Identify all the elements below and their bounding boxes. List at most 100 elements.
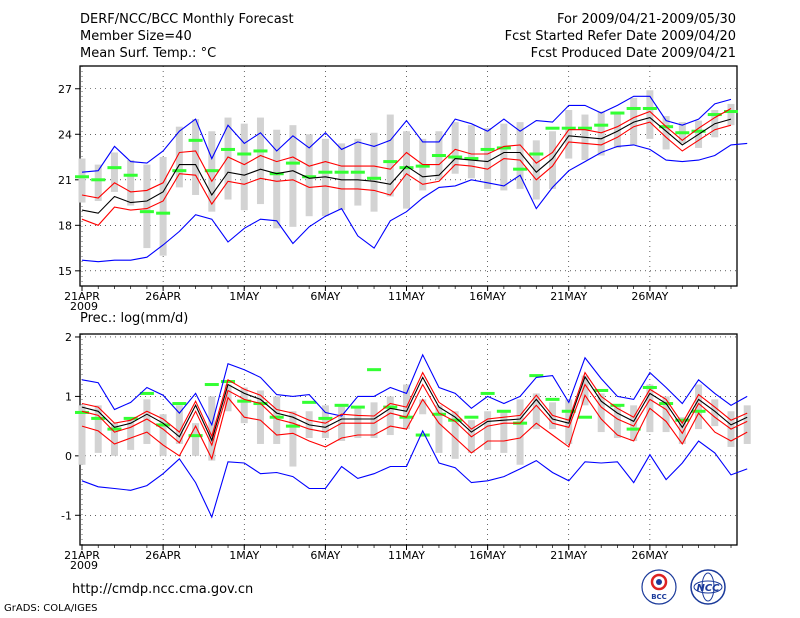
temp-median-mark [172,169,187,173]
prec-median-mark [334,403,349,407]
prec-median-mark [415,433,430,437]
temp-box [516,122,524,189]
temp-median-mark [561,126,576,130]
prec-box [208,396,216,461]
temp-median-mark [75,175,89,179]
prec-box [143,399,151,444]
temp-box [175,126,183,188]
prec-median-mark [577,415,592,419]
prec-median-mark [529,374,544,378]
temp-ytick-label: 24 [58,128,72,141]
prec-box [78,405,86,465]
temp-box [256,117,264,205]
prec-median-mark [561,409,576,413]
temp-box [240,123,248,211]
temp-year-label: 2009 [70,300,98,313]
temp-median-mark [448,155,463,159]
prec-ytick-label: 0 [65,450,72,463]
temp-median-mark [594,123,609,127]
prec-median-mark [318,416,333,420]
temp-median-mark [350,170,365,174]
fcst-produced-date: Fcst Produced Date 2009/04/21 [530,46,736,61]
prec-box [565,399,573,444]
prec-xtick-label: 6MAY [310,549,340,562]
temp-xtick-label: 26APR [145,290,181,303]
prec-median-mark [237,399,252,403]
footer-url[interactable]: http://cmdp.ncc.cma.gov.cn [72,582,254,597]
prec-box [678,417,686,444]
temp-box [386,114,394,197]
prec-median-mark [480,391,495,395]
prec-median-mark [156,423,171,427]
prec-box [159,414,167,456]
temp-median-mark [577,126,592,130]
prec-ytick-label: 1 [65,390,72,403]
prec-box [500,411,508,453]
temp-median-mark [123,173,138,177]
prec-median-mark [626,427,641,431]
prec-xtick-label: 11MAY [388,549,425,562]
prec-box [256,390,264,444]
prec-box [419,399,427,415]
temp-median-mark [513,167,528,171]
temp-xtick-label: 16MAY [469,290,506,303]
temp-median-mark [675,131,690,135]
temp-median-mark [302,175,317,179]
prec-median-mark [350,405,365,409]
prec-box [192,423,200,456]
prec-box [695,384,703,430]
prec-box [370,402,378,439]
prec-median-mark [172,402,187,406]
temp-xtick-label: 11MAY [388,290,425,303]
temp-median-mark [431,154,446,158]
prec-median-mark [269,415,284,419]
temp-box [224,117,232,200]
temp-median-mark [139,210,154,214]
prec-box [662,396,670,433]
prec-series-lowest [81,429,748,519]
chart-title: DERF/NCC/BCC Monthly Forecast [80,12,294,27]
temp-box [630,97,638,145]
prec-median-mark [610,403,625,407]
prec-series-lower [81,383,748,447]
temp-series-lower [81,121,732,226]
temp-median-mark [334,170,349,174]
variable-label: Mean Surf. Temp.: °C [80,46,217,61]
ncc-logo-text: NCC [696,583,720,594]
temp-median-mark [318,170,333,174]
prec-box [743,405,751,444]
prec-median-mark [496,409,511,413]
temp-box [451,122,459,174]
temp-box [338,143,346,211]
temp-box [646,90,654,139]
prec-series-max [81,353,748,427]
temp-median-mark [724,110,738,114]
prec-median-mark [594,388,609,392]
temp-box [289,125,297,227]
prec-box [127,417,135,450]
temp-xtick-label: 1MAY [229,290,259,303]
temp-box [273,129,281,229]
temp-series-upper [81,108,732,199]
prec-median-mark [204,383,219,387]
temp-ytick-label: 18 [58,219,72,232]
prec-median-mark [75,410,89,414]
prec-median-mark [642,385,657,389]
temp-box [78,158,86,203]
prec-median-mark [464,415,479,419]
prec-ytick-label: 2 [65,331,72,344]
temp-box [143,164,151,249]
temp-median-mark [204,169,219,173]
prec-median-mark [691,409,706,413]
temp-median-mark [691,129,706,133]
ncc-logo-icon: NCC [690,569,726,605]
prec-box [386,396,394,436]
prec-year-label: 2009 [70,559,98,572]
prec-box [175,405,183,444]
temp-series-min [81,142,748,263]
temp-median-mark [367,176,382,180]
prec-median-mark [91,416,106,420]
temp-box [110,152,118,192]
temp-median-mark [399,166,414,170]
